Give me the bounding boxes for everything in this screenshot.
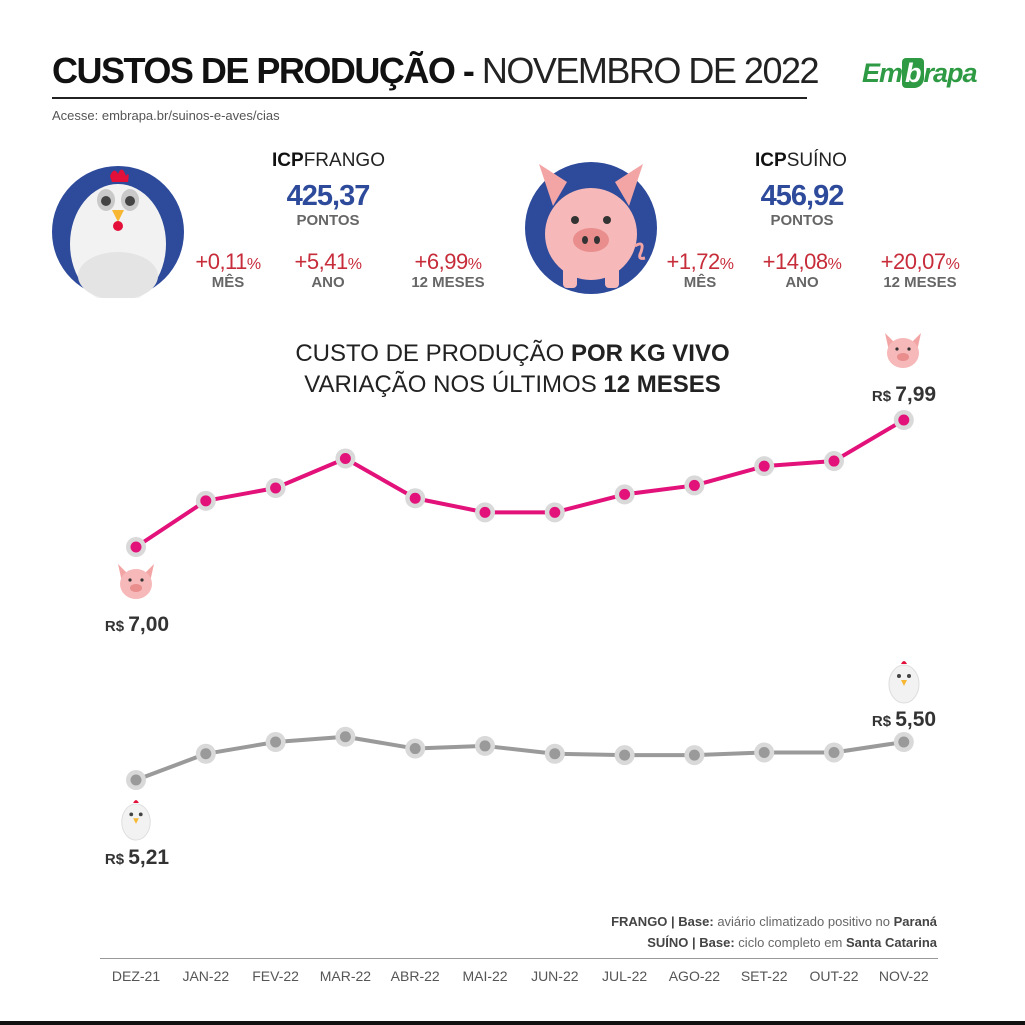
chicken-start-label: R$ 5,21 [105, 846, 170, 869]
frango-change-12m-label: 12 MESES [411, 274, 485, 291]
chicken-point-11 [898, 736, 910, 748]
x-tick-label: DEZ-21 [112, 968, 160, 984]
pig-point-3 [339, 452, 351, 464]
chicken-point-10 [828, 746, 840, 758]
frango-change-12m: +6,99% [414, 249, 482, 274]
page-title: CUSTOS DE PRODUÇÃO - NOVEMBRO DE 2022 [52, 50, 820, 92]
chicken-point-3 [339, 731, 351, 743]
suino-change-12m: +20,07% [880, 249, 960, 274]
x-tick-label: MAI-22 [462, 968, 507, 984]
x-tick-label: FEV-22 [252, 968, 299, 984]
title-light: NOVEMBRO DE 2022 [481, 50, 820, 91]
pig-icon-end [885, 333, 921, 368]
bottom-rule [0, 1021, 1025, 1025]
suino-change-12m-label: 12 MESES [883, 274, 957, 291]
chicken-point-4 [409, 743, 421, 755]
x-tick-label: JUN-22 [531, 968, 579, 984]
x-tick-label: OUT-22 [809, 968, 858, 984]
chicken-icon-start [121, 800, 151, 841]
pig-icon-start [118, 564, 154, 599]
chicken-point-8 [688, 749, 700, 761]
frango-change-year: +5,41% [294, 249, 362, 274]
suino-change-year-label: ANO [785, 274, 819, 291]
icp-frango-title: ICPFRANGO [272, 150, 385, 171]
x-tick-label: JUL-22 [602, 968, 647, 984]
chicken-series-line [135, 734, 905, 782]
title-bold: CUSTOS DE PRODUÇÃO - [52, 50, 475, 91]
pig-point-4 [409, 492, 421, 504]
pig-point-7 [619, 488, 631, 500]
x-tick-label: SET-22 [741, 968, 788, 984]
chicken-point-5 [479, 740, 491, 752]
icp-suino-title: ICPSUÍNO [755, 150, 847, 171]
suino-change-year: +14,08% [762, 249, 842, 274]
pig-end-label: R$ 7,99 [872, 383, 936, 406]
note-frango: FRANGO | Base: aviário climatizado posit… [611, 914, 937, 929]
x-tick-label: AGO-22 [669, 968, 721, 984]
note-suino: SUÍNO | Base: ciclo completo em Santa Ca… [647, 935, 937, 950]
pig-point-8 [688, 479, 700, 491]
x-tick-label: JAN-22 [182, 968, 229, 984]
pig-point-9 [758, 460, 770, 472]
suino-change-month-label: MÊS [683, 274, 717, 291]
chicken-icon-end [888, 661, 920, 704]
chicken-point-1 [200, 748, 212, 760]
pig-point-10 [828, 455, 840, 467]
pig-badge [525, 162, 657, 294]
pig-point-5 [479, 506, 491, 518]
axis-divider [100, 958, 938, 959]
chicken-point-2 [270, 736, 282, 748]
frango-change-year-label: ANO [311, 274, 345, 291]
pig-point-2 [270, 482, 282, 494]
pig-point-6 [549, 506, 561, 518]
icp-frango-unit: PONTOS [296, 212, 360, 229]
chicken-point-0 [130, 774, 142, 786]
chart-title-line2: VARIAÇÃO NOS ÚLTIMOS 12 MESES [304, 371, 721, 398]
access-url[interactable]: Acesse: embrapa.br/suinos-e-aves/cias [52, 108, 280, 123]
chart-title-line1: CUSTO DE PRODUÇÃO POR KG VIVO [295, 340, 730, 367]
pig-point-11 [898, 414, 910, 426]
pig-icon [539, 164, 646, 288]
chicken-badge [52, 166, 184, 304]
embrapa-logo: Em b rapa [862, 58, 978, 88]
pig-point-1 [200, 495, 212, 507]
chicken-icon [70, 169, 166, 304]
x-tick-label: ABR-22 [391, 968, 440, 984]
pig-start-label: R$ 7,00 [105, 613, 169, 636]
chart-title: CUSTO DE PRODUÇÃO POR KG VIVO VARIAÇÃO N… [0, 338, 1025, 400]
x-tick-label: NOV-22 [879, 968, 929, 984]
chicken-point-9 [758, 746, 770, 758]
icp-suino-value: 456,92 [760, 180, 845, 212]
pig-series-line [134, 418, 905, 549]
title-underline [52, 97, 807, 99]
pig-point-0 [130, 541, 142, 553]
icp-frango-value: 425,37 [286, 180, 371, 212]
frango-change-month: +0,11% [195, 249, 261, 274]
frango-change-month-label: MÊS [211, 274, 245, 291]
icp-suino-unit: PONTOS [770, 212, 834, 229]
chicken-point-7 [619, 749, 631, 761]
x-tick-label: MAR-22 [320, 968, 372, 984]
suino-change-month: +1,72% [666, 249, 734, 274]
chicken-point-6 [549, 748, 561, 760]
chicken-end-label: R$ 5,50 [872, 708, 936, 731]
